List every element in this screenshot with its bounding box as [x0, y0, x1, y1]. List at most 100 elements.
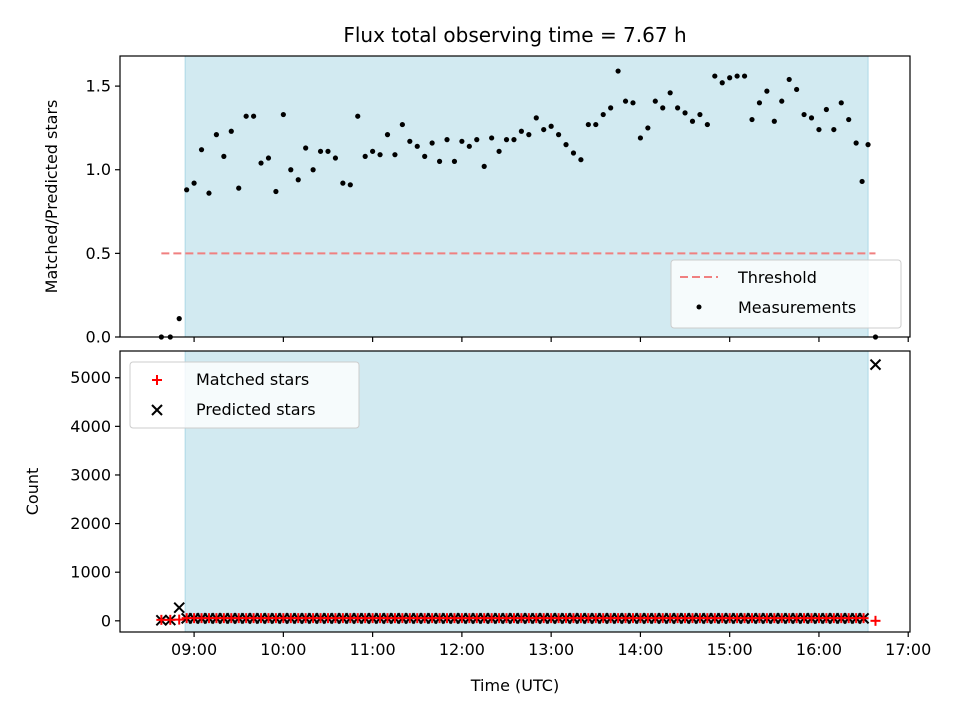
- bottom-y-tick-label: 3000: [70, 465, 111, 484]
- measurement-point: [585, 121, 591, 128]
- measurement-point: [600, 111, 606, 118]
- predicted-star-point: [173, 601, 185, 614]
- measurement-point: [370, 148, 376, 154]
- chart-title: Flux total observing time = 7.67 h: [343, 23, 686, 47]
- measurement-point: [779, 98, 785, 104]
- matched-star-point: [165, 614, 176, 625]
- measurement-point: [436, 158, 443, 164]
- measurement-point: [198, 147, 205, 153]
- measurement-point: [526, 132, 532, 138]
- legend-matched-label: Matched stars: [196, 370, 309, 389]
- top-y-tick-label: 0.0: [86, 328, 111, 347]
- measurement-point: [265, 155, 272, 161]
- bottom-legend-box: [129, 361, 360, 429]
- x-tick-label: 16:00: [796, 640, 842, 659]
- x-tick-label: 12:00: [439, 640, 485, 659]
- bottom-y-axis-label: Count: [23, 468, 42, 516]
- measurement-point: [563, 142, 569, 148]
- measurement-point: [384, 132, 391, 138]
- bottom-y-tick-label: 1000: [70, 563, 111, 582]
- measurement-point: [236, 185, 242, 191]
- measurement-point: [831, 126, 837, 133]
- measurement-point: [258, 160, 264, 166]
- measurement-point: [310, 167, 316, 173]
- measurement-point: [652, 98, 658, 104]
- measurement-point: [853, 140, 859, 146]
- bottom-y-tick-label: 2000: [70, 514, 111, 533]
- x-tick-label: 17:00: [885, 640, 931, 659]
- measurement-point: [228, 128, 234, 134]
- measurement-point: [555, 132, 562, 138]
- measurement-point: [786, 76, 792, 83]
- top-y-axis-label: Matched/Predicted stars: [42, 100, 61, 294]
- measurement-point: [846, 116, 852, 123]
- measurement-point: [221, 153, 227, 159]
- measurement-point: [332, 155, 339, 161]
- measurement-point: [816, 126, 822, 133]
- measurement-point: [347, 182, 353, 188]
- measurement-point: [578, 157, 584, 163]
- measurement-point: [794, 86, 800, 93]
- measurement-point: [511, 137, 517, 143]
- measurement-point: [503, 137, 510, 143]
- measurement-point: [741, 73, 748, 79]
- measurement-point: [660, 105, 666, 111]
- measurement-point: [451, 158, 458, 164]
- x-tick-label: 13:00: [528, 640, 574, 659]
- measurement-point: [481, 163, 487, 169]
- measurement-point: [377, 152, 383, 158]
- legend-predicted-marker-b: [151, 404, 163, 416]
- x-tick-label: 11:00: [350, 640, 396, 659]
- measurement-point: [407, 138, 413, 144]
- measurement-point: [859, 178, 865, 185]
- bottom-y-tick-label: 0: [101, 611, 111, 630]
- measurement-point: [764, 88, 770, 94]
- measurement-point: [712, 73, 718, 79]
- measurement-point: [682, 110, 688, 116]
- bottom-axes-frame: [119, 350, 911, 633]
- legend-predicted-marker: [151, 404, 163, 416]
- top-panel: 0.0 0.5 1.0 1.5 Matched/Predicted stars Thr…: [42, 55, 911, 347]
- measurement-point: [689, 118, 696, 124]
- measurement-point: [325, 148, 331, 154]
- measurement-point: [280, 111, 286, 118]
- legend-matched-swatch: [152, 375, 162, 385]
- measurement-point: [615, 68, 621, 74]
- predicted-star-point: [869, 358, 882, 371]
- measurement-point: [191, 180, 197, 186]
- x-tick-label: 09:00: [171, 640, 217, 659]
- predicted-star-point-b: [173, 601, 185, 614]
- measurement-point: [570, 150, 577, 156]
- measurement-point: [541, 126, 547, 133]
- measurement-point: [622, 98, 629, 104]
- x-axis-label: Time (UTC): [470, 676, 559, 695]
- measurement-point: [675, 105, 681, 111]
- measurement-point: [719, 80, 725, 86]
- measurement-point: [489, 135, 495, 141]
- top-y-tick-label: 1.0: [86, 160, 111, 179]
- measurement-point: [422, 153, 428, 159]
- measurement-point: [459, 138, 465, 144]
- measurement-point: [273, 188, 279, 195]
- measurement-point: [355, 113, 361, 119]
- legend-measurements-label: Measurements: [738, 298, 856, 317]
- measurement-point: [637, 135, 644, 141]
- measurement-point: [838, 100, 844, 106]
- measurement-point: [865, 142, 871, 148]
- measurement-point: [317, 148, 324, 154]
- bottom-panel: 0 1000 2000 3000 4000 5000 09:00 10:00 11:00 12:…: [23, 350, 931, 695]
- x-tick-label: 10:00: [260, 640, 306, 659]
- measurement-point: [496, 148, 502, 154]
- measurement-point: [184, 187, 190, 193]
- measurement-point: [392, 152, 398, 158]
- measurement-point: [697, 111, 703, 118]
- legend-predicted-swatch: [151, 404, 163, 416]
- predicted-star-point-b: [869, 358, 882, 371]
- measurement-point: [444, 137, 450, 143]
- measurement-point: [474, 137, 480, 143]
- top-axes-frame: [119, 55, 911, 338]
- bottom-legend: Matched stars Predicted stars: [129, 361, 360, 429]
- bottom-y-tick-label: 4000: [70, 417, 111, 436]
- measurement-point: [414, 143, 420, 149]
